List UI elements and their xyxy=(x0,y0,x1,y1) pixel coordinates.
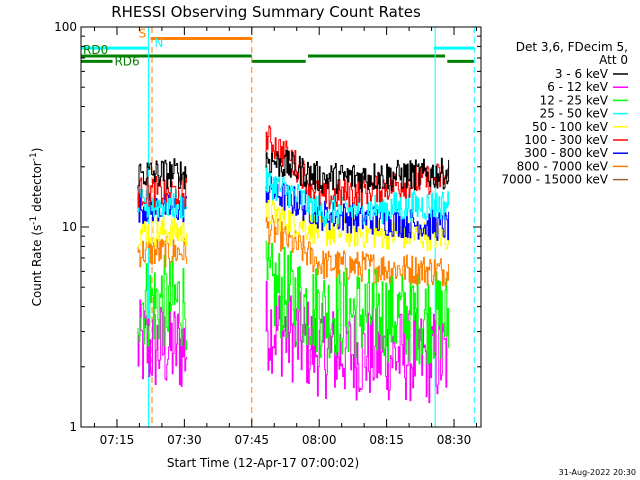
x-tick-label: 07:15 xyxy=(100,433,135,447)
series-800-7000-kev xyxy=(137,235,188,268)
y-tick-label: 100 xyxy=(54,20,77,34)
series-3-6-kev xyxy=(265,149,450,194)
series-50-100-kev xyxy=(137,216,188,248)
x-tick-label: 07:45 xyxy=(234,433,269,447)
x-axis-label: Start Time (12-Apr-17 07:00:02) xyxy=(167,456,359,470)
flag-label: S xyxy=(139,26,147,40)
flag-bars: SN RD0 RD6 xyxy=(81,26,475,68)
x-axis: 07:15 07:30 07:45 08:00 08:15 08:30 xyxy=(93,27,478,447)
y-tick-label: 10 xyxy=(62,220,77,234)
flag-label: N xyxy=(154,36,163,50)
y-axis-label-tail: detector xyxy=(30,161,44,216)
x-tick-label: 07:30 xyxy=(167,433,202,447)
legend-entry-label: 12 - 25 keV xyxy=(540,93,609,107)
y-tick-label: 1 xyxy=(69,420,77,434)
legend-entry-label: 6 - 12 keV xyxy=(547,80,609,94)
legend-entry-label: 800 - 7000 keV xyxy=(517,159,609,173)
y-axis-label-sup2: -1 xyxy=(29,152,39,161)
legend-entry-label: 7000 - 15000 keV xyxy=(501,173,608,187)
y-axis-label-main: Count Rate (s xyxy=(30,225,44,307)
y-axis: 1 10 100 xyxy=(54,20,481,434)
series-3-6-kev xyxy=(137,158,188,190)
flag-label: RD6 xyxy=(114,54,139,68)
x-tick-label: 08:15 xyxy=(369,433,404,447)
series-100-300-kev xyxy=(265,125,450,210)
legend-entry-label: 3 - 6 keV xyxy=(555,67,609,81)
x-tick-label: 08:30 xyxy=(437,433,472,447)
legend-header-line-1: Det 3,6, FDecim 5, xyxy=(516,40,628,54)
series-100-300-kev xyxy=(137,175,188,208)
legend-entry-label: 300 - 800 keV xyxy=(524,146,608,160)
flag-label: RD0 xyxy=(83,43,108,57)
chart-title: RHESSI Observing Summary Count Rates xyxy=(111,3,421,21)
y-axis-label: Count Rate (s-1 detector-1) xyxy=(29,148,44,307)
data-series xyxy=(137,125,450,404)
series-800-7000-kev xyxy=(265,214,450,287)
legend-entry-label: 50 - 100 keV xyxy=(532,120,609,134)
y-axis-label-sup: -1 xyxy=(29,216,39,225)
y-axis-label-end: ) xyxy=(30,148,44,153)
footer-date: 31-Aug-2022 20:30 xyxy=(559,468,636,477)
legend-entry-label: 25 - 50 keV xyxy=(540,107,609,121)
series-12-25-kev xyxy=(137,254,188,351)
series-12-25-kev xyxy=(265,240,450,365)
x-tick-label: 08:00 xyxy=(302,433,337,447)
legend-header-line-2: Att 0 xyxy=(599,53,628,67)
legend-entry-label: 100 - 300 keV xyxy=(524,133,608,147)
